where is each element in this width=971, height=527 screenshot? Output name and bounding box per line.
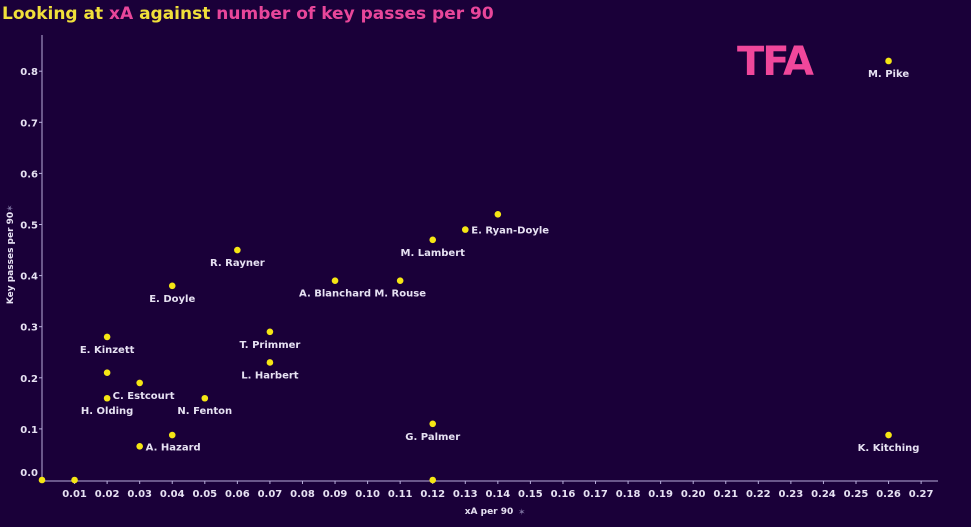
data-point	[266, 328, 274, 336]
data-point	[71, 476, 78, 484]
title-part-1: Looking at	[2, 4, 110, 24]
data-point	[461, 226, 469, 233]
pin-icon: ✶	[6, 204, 16, 212]
x-tick-label: 0.15	[518, 489, 543, 500]
title-part-3: against	[133, 4, 217, 24]
data-label: T. Primmer	[240, 340, 301, 351]
x-tick-label: 0.18	[616, 489, 641, 500]
data-point	[494, 210, 502, 218]
y-tick-label: 0.5	[20, 221, 38, 232]
data-label: M. Rouse	[374, 289, 426, 300]
x-tick-label: 0.06	[225, 489, 250, 500]
x-tick-label: 0.24	[811, 489, 836, 500]
data-point	[331, 277, 339, 285]
data-point	[168, 282, 176, 290]
data-label: A. Hazard	[146, 442, 201, 453]
x-tick-label: 0.23	[779, 489, 804, 500]
data-point	[201, 394, 209, 402]
axes: 0.01 0.02 0.03 0.04 0.05 0.06 0.07 0.08 0.09 0.10…	[6, 35, 938, 518]
data-point	[234, 246, 241, 254]
x-tick-label: 0.27	[909, 489, 934, 500]
title-part-4: number of key passes per 90	[216, 4, 494, 24]
data-label: A. Blanchard	[299, 289, 371, 300]
data-point	[103, 369, 111, 376]
y-tick-label: 0.4	[20, 272, 38, 283]
x-tick-label: 0.09	[323, 489, 348, 500]
data-label: E. Ryan-Doyle	[471, 226, 549, 237]
data-label: L. Harbert	[241, 370, 299, 381]
pin-icon: ✶	[518, 508, 526, 518]
data-point	[429, 420, 437, 428]
x-tick-label: 0.17	[583, 489, 608, 500]
x-tick-label: 0.01	[62, 489, 87, 500]
y-tick-label: 0.0	[20, 468, 38, 479]
data-point	[266, 359, 274, 366]
x-tick-label: 0.07	[258, 489, 283, 500]
y-axis-label: Key passes per 90	[6, 212, 16, 304]
data-point	[885, 57, 892, 65]
x-tick-label: 0.13	[453, 489, 478, 500]
x-tick-label: 0.05	[192, 489, 217, 500]
data-point	[136, 442, 143, 450]
x-tick-label: 0.14	[485, 489, 510, 500]
y-tick-label: 0.8	[20, 67, 38, 78]
y-tick-label: 0.6	[20, 169, 38, 180]
data-label: E. Doyle	[149, 294, 195, 305]
data-point	[396, 277, 404, 285]
x-tick-label: 0.10	[355, 489, 380, 500]
data-point	[885, 431, 892, 439]
y-tick-label: 0.2	[20, 374, 38, 385]
y-tick-label: 0.7	[20, 118, 38, 129]
data-point	[103, 333, 111, 341]
data-label: N. Fenton	[177, 406, 232, 417]
data-point	[136, 379, 143, 387]
data-label: E. Kinzett	[80, 345, 135, 356]
x-tick-label: 0.16	[551, 489, 576, 500]
x-tick-label: 0.11	[388, 489, 413, 500]
data-label: R. Rayner	[210, 258, 265, 269]
x-tick-label: 0.19	[648, 489, 673, 500]
data-point	[429, 236, 437, 244]
y-tick-label: 0.3	[20, 323, 38, 334]
x-axis-label: xA per 90	[465, 507, 514, 517]
data-label: M. Pike	[868, 69, 909, 80]
tfa-logo: TFA	[737, 39, 814, 85]
x-tick-label: 0.03	[127, 489, 152, 500]
data-label: H. Olding	[81, 406, 133, 417]
data-label: C. Estcourt	[113, 391, 175, 402]
x-tick-label: 0.08	[290, 489, 315, 500]
chart-title: Looking at xA against number of key pass…	[2, 4, 494, 24]
x-tick-label: 0.02	[95, 489, 120, 500]
x-tick-label: 0.22	[746, 489, 771, 500]
x-tick-label: 0.04	[160, 489, 185, 500]
data-points: M. Pike E. Ryan-Doyle M. Lambert R. Rayner A…	[38, 57, 920, 484]
x-tick-label: 0.25	[844, 489, 869, 500]
data-point	[429, 476, 437, 484]
data-label: M. Lambert	[401, 248, 466, 259]
data-point	[103, 394, 111, 402]
data-point	[38, 476, 46, 484]
title-part-2: xA	[109, 4, 134, 24]
data-point	[168, 431, 176, 439]
data-label: G. Palmer	[405, 432, 460, 443]
data-label: K. Kitching	[858, 443, 920, 454]
x-tick-label: 0.20	[681, 489, 706, 500]
x-tick-label: 0.26	[876, 489, 901, 500]
x-tick-label: 0.21	[713, 489, 738, 500]
x-tick-label: 0.12	[420, 489, 445, 500]
y-tick-label: 0.1	[20, 425, 38, 436]
